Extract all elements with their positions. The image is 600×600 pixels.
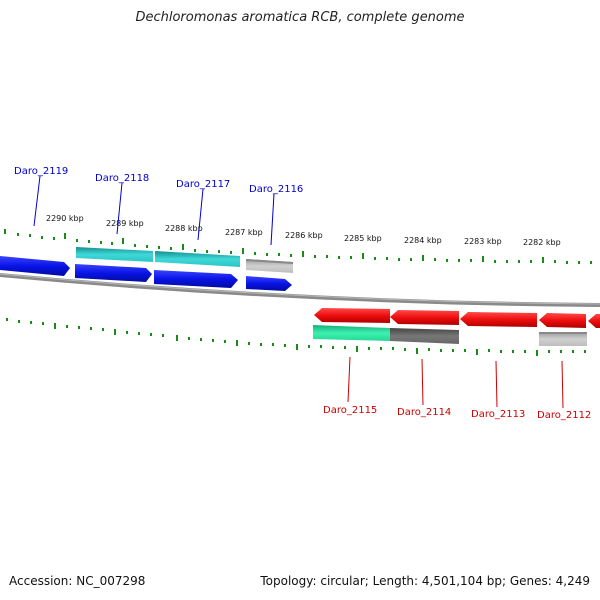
gene-label-daro-2114[interactable]: Daro_2114 [397,407,451,418]
gene-arrow [539,313,586,328]
scale-label: 2289 kbp [106,219,144,228]
accession-label: Accession: NC_007298 [9,574,146,588]
forward-genes [0,256,292,291]
gene-arrow [0,256,70,276]
gene-label-daro-2113[interactable]: Daro_2113 [471,409,525,420]
scale-label: 2282 kbp [523,238,561,247]
gene-arrow [246,276,292,291]
gene-label-daro-2117[interactable]: Daro_2117 [176,179,230,190]
bottom-gene-labels: Daro_2115 Daro_2114 Daro_2113 Daro_2112 [323,356,591,421]
gene-label-daro-2119[interactable]: Daro_2119 [14,166,68,177]
gene-label-daro-2115[interactable]: Daro_2115 [323,405,377,416]
reverse-genes [314,308,600,328]
scale-label: 2283 kbp [464,237,502,246]
scale-label: 2284 kbp [404,236,442,245]
scale-label: 2290 kbp [46,214,84,223]
scale-label: 2287 kbp [225,228,263,237]
upper-tick-track [4,229,592,264]
lower-tick-track [6,318,586,356]
genome-title: Dechloromonas aromatica RCB, complete ge… [135,10,465,25]
gene-label-daro-2116[interactable]: Daro_2116 [249,184,303,195]
scale-labels: 2290 kbp 2289 kbp 2288 kbp 2287 kbp 2286… [46,214,561,247]
genome-backbone [0,273,600,307]
gene-arrow [75,264,152,282]
upper-feature-track [76,247,293,273]
gene-arrow [154,270,238,288]
scale-label: 2285 kbp [344,234,382,243]
gene-arrow [460,312,537,327]
gene-arrow [390,310,459,325]
top-gene-labels: Daro_2119 Daro_2118 Daro_2117 Daro_2116 [14,166,303,246]
gene-label-daro-2118[interactable]: Daro_2118 [95,173,149,184]
gene-arrow [588,314,600,328]
scale-label: 2288 kbp [165,224,203,233]
gene-label-daro-2112[interactable]: Daro_2112 [537,410,591,421]
lower-feature-track [313,325,587,346]
scale-label: 2286 kbp [285,231,323,240]
genome-stats-label: Topology: circular; Length: 4,501,104 bp… [260,574,590,588]
gene-arrow [314,308,390,323]
